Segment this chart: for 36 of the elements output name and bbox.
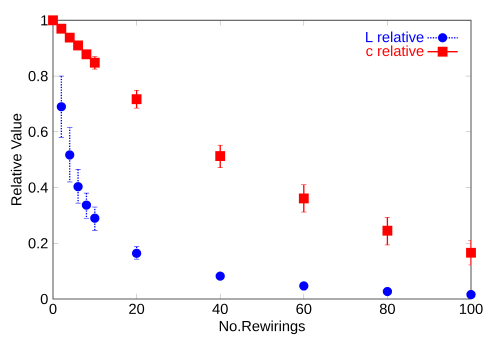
x-tick-label: 20: [129, 304, 144, 314]
x-tick-label: 60: [296, 304, 312, 314]
point: [56, 102, 66, 112]
point: [132, 248, 142, 258]
point: [466, 290, 476, 300]
y-tick-label: 1: [41, 15, 48, 26]
x-tick-label: 80: [380, 304, 395, 314]
x-axis-title: No.Rewirings: [220, 320, 305, 334]
point: [90, 214, 100, 223]
y-tick-label: 0.4: [28, 182, 48, 193]
point: [215, 151, 226, 161]
point: [64, 32, 75, 43]
point: [132, 94, 142, 104]
point: [382, 226, 392, 236]
y-tick-label: 0.8: [28, 70, 48, 82]
legend-label: L relative: [366, 31, 424, 42]
point: [73, 182, 83, 192]
point: [82, 49, 92, 60]
x-tick-label: 100: [460, 304, 483, 314]
point: [216, 272, 225, 281]
point: [299, 281, 308, 291]
point: [382, 286, 392, 296]
y-tick-label: 0: [40, 294, 48, 304]
x-tick-label: 0: [50, 304, 56, 314]
y-tick-label: 0.2: [28, 238, 48, 248]
y-axis-title: Relative Value: [10, 114, 22, 206]
point: [298, 193, 309, 204]
point: [73, 40, 83, 50]
point: [56, 24, 66, 34]
point: [65, 150, 74, 160]
y-tick-label: 0.6: [28, 126, 48, 137]
x-tick-label: 40: [212, 304, 228, 314]
legend-label: c relative: [366, 45, 424, 56]
point: [48, 15, 58, 26]
point: [82, 200, 92, 210]
point: [466, 248, 476, 258]
